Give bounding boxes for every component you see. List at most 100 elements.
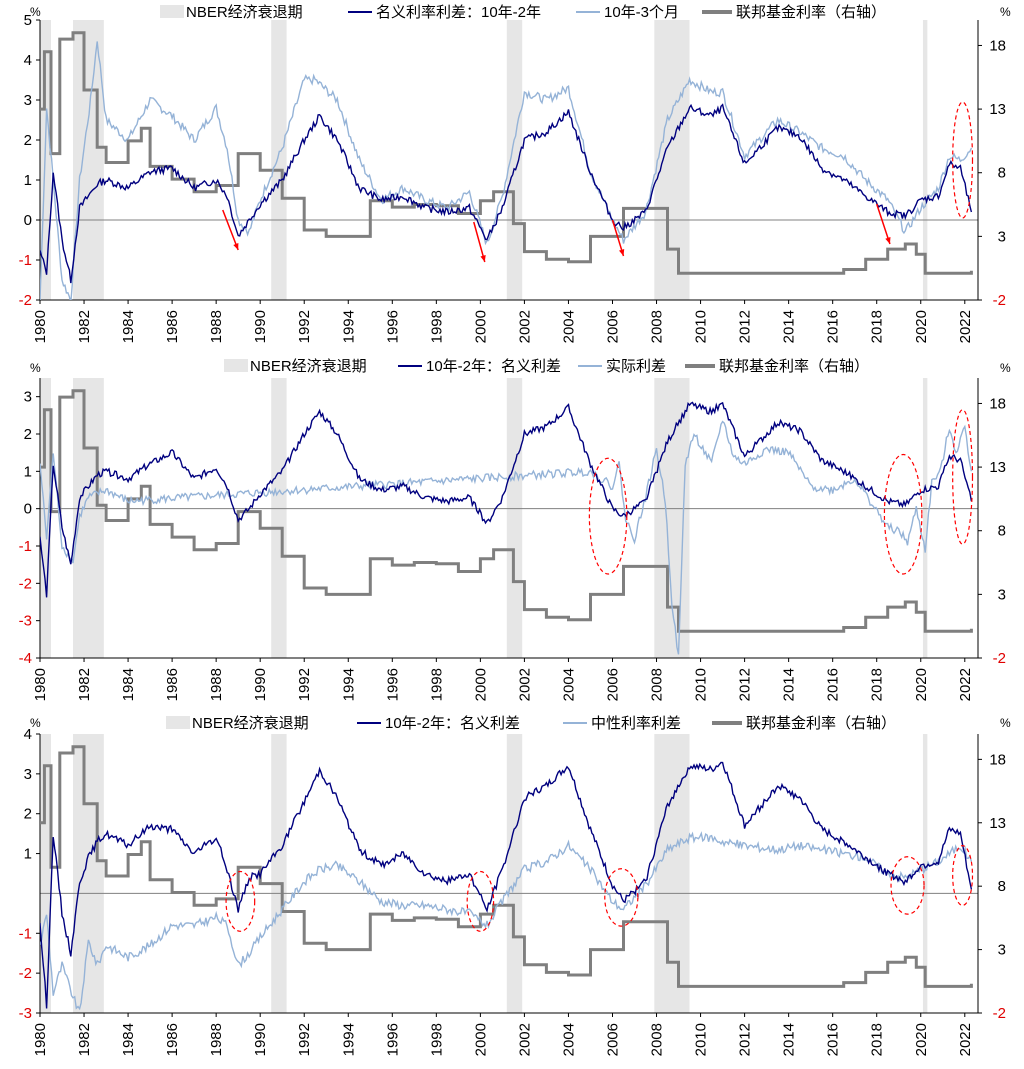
right-tick-label: 18 <box>989 751 1006 768</box>
x-tick-label: 1988 <box>208 310 225 343</box>
x-tick-label: 2000 <box>472 1023 489 1056</box>
legend-label-secondary: 中性利率利差 <box>591 715 681 732</box>
left-tick-label: -1 <box>19 925 32 942</box>
right-tick-label: 13 <box>989 459 1006 476</box>
x-tick-label: 2010 <box>693 668 710 701</box>
right-tick-label: 8 <box>998 523 1006 540</box>
x-tick-label: 2002 <box>516 1023 533 1056</box>
annotation-ellipse <box>466 870 495 932</box>
left-tick-label: -2 <box>19 292 32 309</box>
x-tick-label: 2004 <box>560 310 577 343</box>
x-tick-label: 2022 <box>957 310 974 343</box>
x-tick-label: 2006 <box>604 310 621 343</box>
legend-swatch-recession <box>166 716 190 729</box>
recession-band <box>654 20 690 300</box>
right-tick-label: 18 <box>989 37 1006 54</box>
left-tick-label: -2 <box>19 575 32 592</box>
legend-swatch-recession <box>224 359 248 372</box>
right-tick-label: 18 <box>989 395 1006 412</box>
x-tick-label: 1984 <box>120 668 137 701</box>
series-secondary-line <box>40 420 973 655</box>
annotation-ellipse <box>952 844 974 906</box>
x-tick-label: 1994 <box>340 310 357 343</box>
x-tick-label: 1982 <box>76 310 93 343</box>
x-tick-label: 1982 <box>76 1023 93 1056</box>
x-tick-label: 2004 <box>560 668 577 701</box>
x-tick-label: 2008 <box>649 1023 666 1056</box>
annotation-ellipse <box>225 870 256 932</box>
x-tick-label: 1990 <box>252 310 269 343</box>
x-tick-label: 2006 <box>604 668 621 701</box>
x-tick-label: 2012 <box>737 310 754 343</box>
x-tick-label: 2012 <box>737 668 754 701</box>
legend-label-primary: 10年-2年：名义利差 <box>426 358 561 375</box>
annotation-arrow <box>876 203 891 245</box>
annotation-ellipse <box>588 457 628 575</box>
left-tick-label: -4 <box>19 650 32 667</box>
recession-band <box>922 20 928 300</box>
x-tick-label: 2000 <box>472 668 489 701</box>
x-tick-label: 2010 <box>693 1023 710 1056</box>
x-tick-label: 2012 <box>737 1023 754 1056</box>
annotation-arrowhead <box>619 249 625 256</box>
x-tick-label: 2008 <box>649 668 666 701</box>
x-tick-label: 2020 <box>913 668 930 701</box>
recession-band <box>922 378 928 658</box>
chart-panel-3: -3 -2 -1 1 2 3 4 -2 3 8 13 18% % 1980 1982 1984 1986 1988… <box>19 715 1011 1056</box>
x-tick-label: 2010 <box>693 310 710 343</box>
annotation-ellipse <box>952 101 974 219</box>
annotation-arrowhead <box>233 243 239 250</box>
x-tick-label: 2018 <box>869 310 886 343</box>
series-secondary-line <box>40 831 973 1011</box>
left-axis-unit: % <box>30 716 41 730</box>
x-tick-label: 2000 <box>472 310 489 343</box>
legend-label-primary: 名义利率利差：10年-2年 <box>376 4 541 21</box>
x-tick-label: 2020 <box>913 310 930 343</box>
legend-label-recession: NBER经济衰退期 <box>186 4 303 21</box>
x-tick-label: 1990 <box>252 668 269 701</box>
x-tick-label: 2006 <box>604 1023 621 1056</box>
left-tick-label: -3 <box>19 1005 32 1022</box>
left-tick-label: 3 <box>24 766 32 783</box>
recession-band <box>40 734 52 1013</box>
x-tick-label: 1998 <box>428 310 445 343</box>
x-tick-label: 1984 <box>120 1023 137 1056</box>
recession-band <box>506 378 523 658</box>
x-tick-label: 1980 <box>32 310 49 343</box>
x-tick-label: 1994 <box>340 668 357 701</box>
legend-label-recession: NBER经济衰退期 <box>192 715 309 732</box>
chart-panel-1: -2 -1 0 1 2 3 4 5 -2 3 8 13 18% % 1980 1982 1984 1986 1988… <box>19 4 1011 343</box>
recession-band <box>271 734 287 1013</box>
x-tick-label: 1992 <box>296 310 313 343</box>
legend-label-recession: NBER经济衰退期 <box>250 358 367 375</box>
legend: NBER经济衰退期 10年-2年：名义利差 实际利差 联邦基金利率（右轴） <box>224 358 869 375</box>
x-tick-label: 2004 <box>560 1023 577 1056</box>
x-tick-label: 2008 <box>649 310 666 343</box>
right-tick-label: 8 <box>998 165 1006 182</box>
x-tick-label: 1988 <box>208 1023 225 1056</box>
right-tick-label: 13 <box>989 815 1006 832</box>
x-tick-label: 2014 <box>781 1023 798 1056</box>
x-tick-label: 2016 <box>825 310 842 343</box>
recession-band <box>73 734 104 1013</box>
x-tick-label: 2018 <box>869 668 886 701</box>
annotation-arrow <box>222 209 239 251</box>
left-tick-label: 2 <box>24 132 32 149</box>
x-tick-label: 1982 <box>76 668 93 701</box>
recession-band <box>654 378 690 658</box>
x-tick-label: 2002 <box>516 310 533 343</box>
annotation-arrowhead <box>885 237 891 244</box>
recession-band <box>73 20 104 300</box>
left-tick-label: 1 <box>24 846 32 863</box>
left-tick-label: 1 <box>24 172 32 189</box>
legend-label-primary: 10年-2年：名义利差 <box>385 715 520 732</box>
legend-label-fed: 联邦基金利率（右轴） <box>746 715 896 732</box>
x-tick-label: 2002 <box>516 668 533 701</box>
series-secondary-line <box>40 41 973 300</box>
right-tick-label: -2 <box>993 650 1006 667</box>
series-fed-funds-line <box>40 31 973 275</box>
left-tick-label: 1 <box>24 463 32 480</box>
right-tick-label: -2 <box>993 1005 1006 1022</box>
x-tick-label: 2020 <box>913 1023 930 1056</box>
